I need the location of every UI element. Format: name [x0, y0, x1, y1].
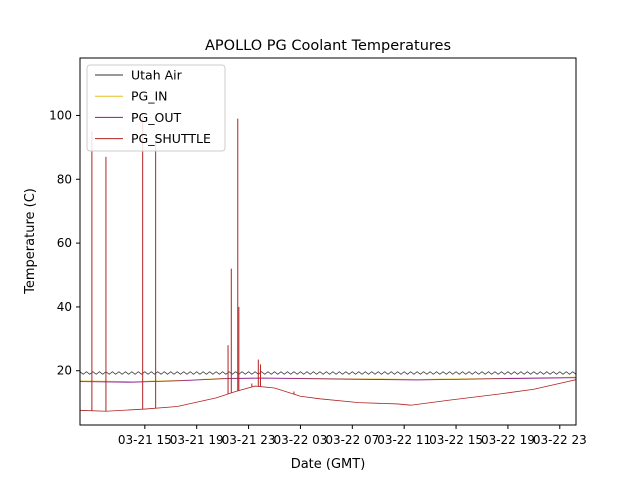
series-line-pg-shuttle: [80, 379, 576, 412]
series-line-utah-air: [80, 371, 576, 375]
x-tick-label: 03-22 15: [429, 433, 483, 447]
y-tick-label: 40: [57, 300, 72, 314]
y-tick-label: 100: [49, 108, 72, 122]
legend-box: [86, 64, 226, 152]
chart-title: APOLLO PG Coolant Temperatures: [205, 38, 451, 54]
y-tick-label: 80: [57, 172, 72, 186]
x-tick-label: 03-21 15: [118, 433, 172, 447]
legend-label: PG_OUT: [131, 110, 181, 125]
y-axis-label: Temperature (C): [23, 188, 38, 295]
y-axis: 20 40 60 80 100: [49, 108, 80, 378]
x-axis-label: Date (GMT): [291, 457, 366, 472]
x-tick-label: 03-22 19: [481, 433, 535, 447]
legend-label: PG_SHUTTLE: [131, 131, 211, 146]
x-tick-label: 03-22 23: [533, 433, 587, 447]
series-layer: [80, 115, 576, 412]
x-tick-label: 03-22 03: [273, 433, 327, 447]
plot-area: [79, 57, 577, 426]
x-tick-label: 03-21 19: [170, 433, 224, 447]
plot-frame: [79, 57, 577, 426]
y-tick-label: 20: [57, 364, 72, 378]
series-line-pg-out: [80, 377, 576, 383]
x-tick-label: 03-22 07: [325, 433, 379, 447]
x-tick-label: 03-21 23: [222, 433, 276, 447]
x-tick-label: 03-22 11: [377, 433, 431, 447]
legend-label: PG_IN: [131, 89, 168, 104]
legend: Utah Air PG_IN PG_OUT PG_SHUTTLE: [86, 64, 226, 152]
y-tick-label: 60: [57, 236, 72, 250]
legend-label: Utah Air: [131, 68, 183, 83]
